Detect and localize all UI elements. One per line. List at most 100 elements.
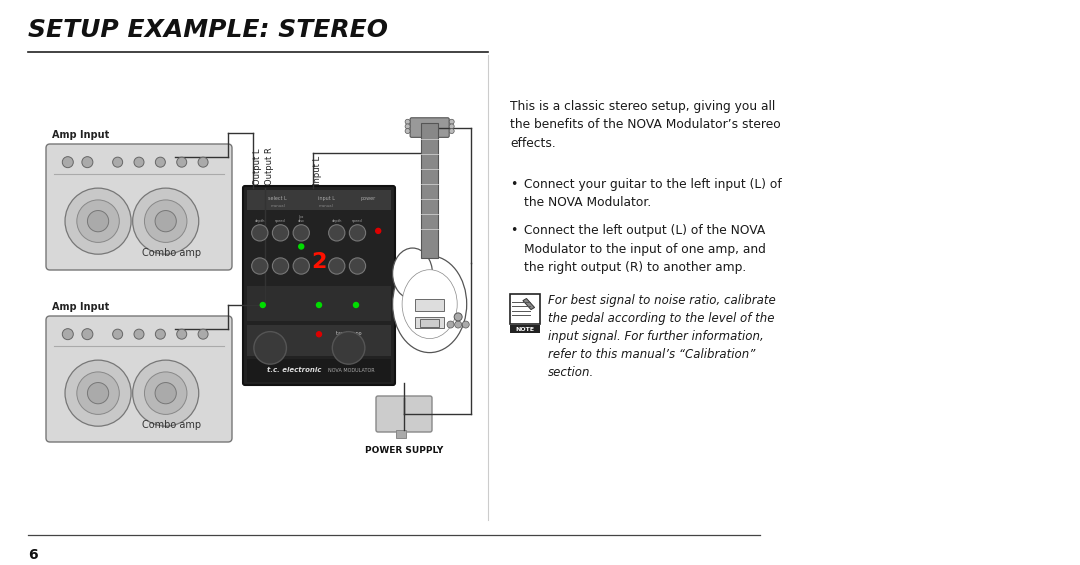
Circle shape	[177, 329, 187, 339]
FancyBboxPatch shape	[46, 316, 232, 442]
Circle shape	[328, 225, 345, 241]
Text: NOTE: NOTE	[515, 327, 535, 332]
Circle shape	[77, 372, 119, 414]
Circle shape	[134, 329, 144, 339]
Text: on/off: on/off	[264, 331, 278, 336]
Text: NOVA MODULATOR: NOVA MODULATOR	[328, 368, 375, 373]
Text: Amp Input: Amp Input	[52, 130, 109, 140]
Text: manual: manual	[270, 203, 285, 207]
Bar	[421, 123, 438, 258]
Circle shape	[145, 372, 187, 414]
Circle shape	[65, 360, 131, 426]
Bar	[247, 324, 391, 356]
Text: •: •	[510, 178, 517, 191]
Circle shape	[156, 383, 176, 404]
Circle shape	[87, 383, 109, 404]
Circle shape	[156, 329, 165, 339]
Text: POWER SUPPLY: POWER SUPPLY	[365, 446, 443, 455]
Text: input L: input L	[318, 196, 335, 201]
Circle shape	[333, 332, 365, 364]
Bar	[396, 430, 406, 438]
Text: Output L: Output L	[253, 149, 262, 185]
Circle shape	[449, 129, 455, 133]
Circle shape	[156, 211, 176, 232]
Circle shape	[65, 188, 131, 254]
FancyBboxPatch shape	[410, 118, 449, 137]
Text: speed: speed	[352, 219, 363, 223]
Circle shape	[77, 200, 119, 242]
Bar	[247, 190, 391, 210]
Circle shape	[112, 329, 123, 339]
Bar	[247, 359, 391, 382]
Circle shape	[299, 244, 303, 249]
FancyBboxPatch shape	[243, 186, 395, 385]
Bar	[510, 294, 540, 324]
Text: Output R: Output R	[265, 147, 274, 185]
Text: tap tempo: tap tempo	[336, 331, 362, 336]
Circle shape	[112, 157, 123, 167]
Circle shape	[177, 157, 187, 167]
Circle shape	[145, 200, 187, 242]
Bar	[416, 317, 444, 328]
Circle shape	[63, 157, 73, 168]
Circle shape	[252, 258, 268, 274]
Text: •: •	[510, 224, 517, 237]
Circle shape	[293, 258, 309, 274]
Circle shape	[455, 313, 462, 321]
Circle shape	[82, 329, 93, 340]
Circle shape	[82, 157, 93, 168]
Text: Connect the left output (L) of the NOVA
Modulator to the input of one amp, and
t: Connect the left output (L) of the NOVA …	[524, 224, 766, 274]
Circle shape	[462, 321, 469, 328]
Text: For best signal to noise ratio, calibrate
the pedal according to the level of th: For best signal to noise ratio, calibrat…	[548, 294, 775, 379]
Circle shape	[316, 302, 322, 307]
Circle shape	[328, 258, 345, 274]
Circle shape	[260, 302, 266, 307]
Circle shape	[405, 119, 410, 124]
Circle shape	[272, 258, 288, 274]
Circle shape	[353, 302, 359, 307]
Text: 6: 6	[28, 548, 38, 562]
Circle shape	[447, 321, 454, 328]
Circle shape	[455, 321, 461, 328]
Text: SETUP EXAMPLE: STEREO: SETUP EXAMPLE: STEREO	[28, 18, 388, 42]
Circle shape	[349, 225, 366, 241]
Bar	[247, 285, 391, 320]
Text: This is a classic stereo setup, giving you all
the benefits of the NOVA Modulato: This is a classic stereo setup, giving y…	[510, 100, 781, 150]
Text: depth: depth	[255, 219, 265, 223]
Ellipse shape	[393, 256, 467, 353]
Text: t.c. electronic: t.c. electronic	[267, 367, 321, 373]
Text: Combo amp: Combo amp	[143, 420, 201, 430]
Text: select L: select L	[268, 196, 287, 201]
Circle shape	[63, 329, 73, 340]
Text: Combo amp: Combo amp	[143, 247, 201, 258]
Circle shape	[156, 157, 165, 167]
Circle shape	[316, 332, 322, 337]
Circle shape	[293, 225, 309, 241]
Ellipse shape	[393, 248, 432, 299]
Circle shape	[254, 332, 286, 364]
Circle shape	[134, 157, 144, 167]
Circle shape	[133, 188, 199, 254]
Ellipse shape	[402, 270, 457, 338]
Circle shape	[198, 157, 208, 167]
Text: Amp Input: Amp Input	[52, 302, 109, 312]
Circle shape	[133, 360, 199, 426]
Text: depth: depth	[332, 219, 342, 223]
Circle shape	[87, 211, 109, 232]
Circle shape	[252, 225, 268, 241]
Text: Connect your guitar to the left input (L) of
the NOVA Modulator.: Connect your guitar to the left input (L…	[524, 178, 782, 210]
Circle shape	[198, 329, 208, 339]
Circle shape	[449, 119, 455, 124]
FancyBboxPatch shape	[376, 396, 432, 432]
Polygon shape	[523, 298, 535, 310]
Text: speed: speed	[275, 219, 286, 223]
Bar	[420, 319, 440, 327]
Circle shape	[376, 228, 381, 233]
Circle shape	[405, 129, 410, 133]
Bar	[510, 325, 540, 333]
FancyBboxPatch shape	[46, 144, 232, 270]
Circle shape	[349, 258, 366, 274]
Circle shape	[449, 124, 455, 129]
Text: manual: manual	[319, 203, 334, 207]
Text: 2: 2	[311, 252, 326, 272]
